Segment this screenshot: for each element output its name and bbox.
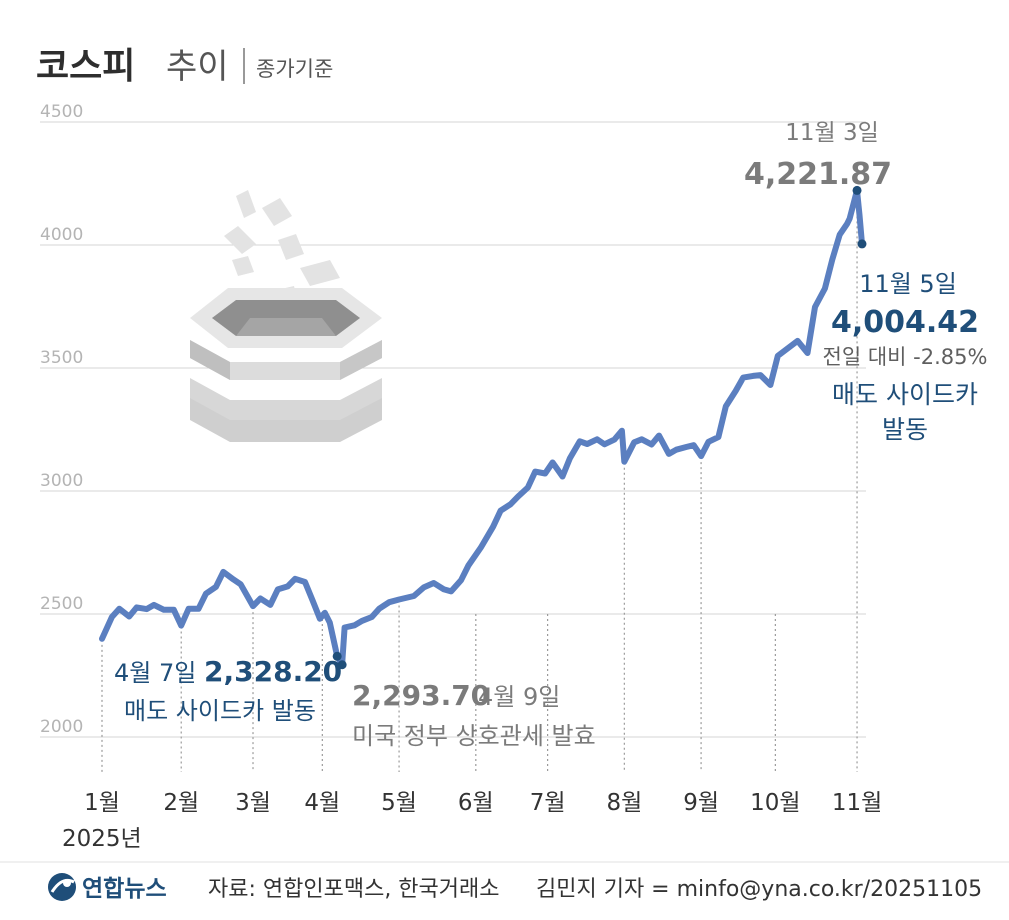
x-tick-label: 1월: [84, 790, 120, 816]
x-tick-label: 2월: [163, 790, 199, 816]
nov5-note-line1: 매도 사이드카: [832, 380, 978, 409]
apr7-date-label: 4월 7일: [114, 659, 196, 687]
x-axis-labels: 1월 2월 3월 4월 5월 6월 7월 8월 9월 10월 11월: [84, 790, 882, 816]
nov5-note-line2: 발동: [882, 415, 928, 444]
apr9-date-label: 4월 9일: [478, 683, 560, 711]
chart-subtitle: 추이: [166, 47, 229, 87]
y-tick-label: 4000: [40, 225, 83, 245]
highlight-markers: [332, 185, 867, 670]
year-label: 2025년: [62, 826, 142, 852]
y-tick-label: 2000: [40, 717, 83, 737]
x-tick-label: 7월: [530, 790, 566, 816]
y-tick-label: 4500: [40, 102, 83, 122]
nov3-value-label: 4,221.87: [744, 157, 892, 192]
yonhap-logo-icon: [48, 873, 76, 901]
kospi-series-line: [99, 187, 865, 668]
marker-nov3: [852, 185, 862, 195]
y-tick-label: 3500: [40, 348, 83, 368]
x-tick-label: 10월: [750, 790, 800, 816]
x-tick-label: 8월: [606, 790, 642, 816]
apr7-value-label: 2,328.20: [204, 655, 342, 688]
yonhap-logo-text: 연합뉴스: [82, 876, 167, 902]
steam-pot-icon: [190, 190, 382, 442]
marker-nov5: [857, 239, 867, 249]
x-tick-label: 6월: [458, 790, 494, 816]
marker-apr9: [337, 660, 347, 670]
grid: 4500 4000 3500 3000 2500 2000: [40, 102, 866, 738]
x-tick-label: 11월: [832, 790, 882, 816]
credit-text: 김민지 기자 = minfo@yna.co.kr/20251105: [536, 877, 982, 902]
nov3-date-label: 11월 3일: [785, 120, 879, 146]
nov5-change-label: 전일 대비 -2.85%: [823, 345, 988, 369]
apr9-note: 미국 정부 상호관세 발효: [352, 722, 596, 750]
nov5-date-label: 11월 5일: [859, 270, 957, 298]
y-tick-label: 2500: [40, 594, 83, 614]
x-tick-label: 4월: [304, 790, 340, 816]
x-tick-label: 3월: [235, 790, 271, 816]
source-text: 자료: 연합인포맥스, 한국거래소: [208, 877, 500, 902]
y-tick-label: 3000: [40, 471, 83, 491]
x-tick-label: 5월: [381, 790, 417, 816]
apr7-note: 매도 사이드카 발동: [124, 697, 316, 725]
nov5-value-label: 4,004.42: [831, 305, 979, 340]
month-guide-lines: [101, 196, 858, 772]
x-tick-label: 9월: [683, 790, 719, 816]
apr9-value-label: 2,293.70: [352, 679, 490, 712]
chart-note: 종가기준: [256, 57, 333, 81]
marker-apr7: [332, 651, 342, 661]
chart-title: 코스피: [36, 46, 135, 87]
